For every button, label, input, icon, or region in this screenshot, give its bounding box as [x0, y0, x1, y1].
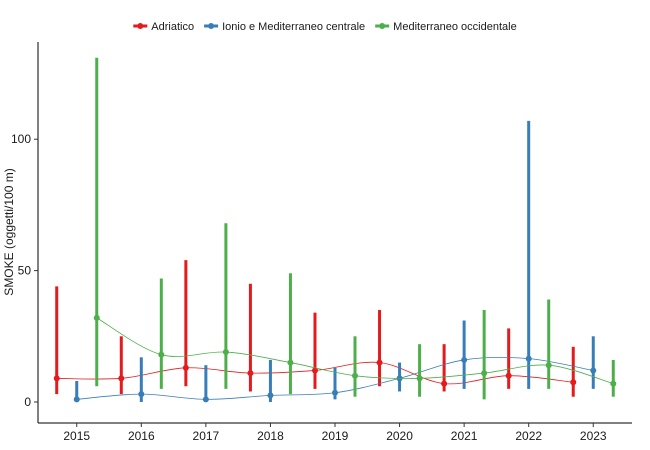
legend-item: Ionio e Mediterraneo centrale	[204, 21, 365, 33]
x-tick-label: 2017	[193, 429, 220, 443]
data-point	[441, 380, 448, 387]
data-point	[182, 364, 189, 371]
series-group	[53, 260, 577, 397]
x-tick-label: 2015	[63, 429, 90, 443]
legend-label: Adriatico	[151, 21, 194, 33]
series-group	[93, 57, 617, 400]
data-point	[461, 356, 468, 363]
legend: Adriatico Ionio e Mediterraneo centrale Me…	[133, 21, 517, 33]
data-point	[311, 367, 318, 374]
data-point	[416, 375, 423, 382]
data-point	[525, 355, 532, 362]
data-point	[267, 392, 274, 399]
x-tick-label: 2019	[322, 429, 349, 443]
x-tick-label: 2020	[386, 429, 413, 443]
legend-item: Mediterraneo occidentale	[375, 21, 517, 33]
y-tick-label: 100	[11, 132, 31, 146]
x-ticks: 2015 2016 2017 2018 2019 2020 2021 2022 2023	[63, 423, 607, 443]
data-point	[505, 372, 512, 379]
data-point	[73, 396, 80, 403]
data-point	[138, 391, 145, 398]
data-point	[202, 396, 209, 403]
data-point	[247, 370, 254, 377]
legend-key-point	[208, 23, 215, 29]
data-point	[93, 314, 100, 321]
y-ticks: 0 50 100	[11, 132, 38, 409]
data-point	[376, 359, 383, 366]
data-point	[287, 359, 294, 366]
data-point	[610, 380, 617, 387]
y-axis-title: SMOKE (oggetti/100 m)	[2, 168, 16, 295]
legend-label: Ionio e Mediterraneo centrale	[222, 21, 365, 33]
data-point	[481, 370, 488, 377]
y-tick-label: 0	[24, 395, 31, 409]
x-tick-label: 2018	[257, 429, 284, 443]
x-tick-label: 2022	[515, 429, 542, 443]
y-tick-label: 50	[18, 264, 32, 278]
series-group	[73, 120, 597, 403]
legend-key-point	[137, 23, 144, 29]
data-point	[352, 372, 359, 379]
legend-item: Adriatico	[133, 21, 194, 33]
data-point	[545, 362, 552, 369]
legend-label: Mediterraneo occidentale	[393, 21, 517, 33]
data-point	[570, 379, 577, 386]
data-point	[332, 389, 338, 396]
data-point	[118, 375, 125, 382]
data-point	[53, 375, 60, 382]
x-tick-label: 2016	[128, 429, 155, 443]
x-tick-label: 2021	[451, 429, 478, 443]
legend-key-point	[379, 23, 386, 29]
data-point	[222, 349, 229, 356]
plot-area	[53, 57, 617, 403]
x-tick-label: 2023	[580, 429, 607, 443]
series-layer	[53, 57, 617, 403]
data-point	[590, 367, 597, 374]
data-point	[158, 351, 165, 358]
